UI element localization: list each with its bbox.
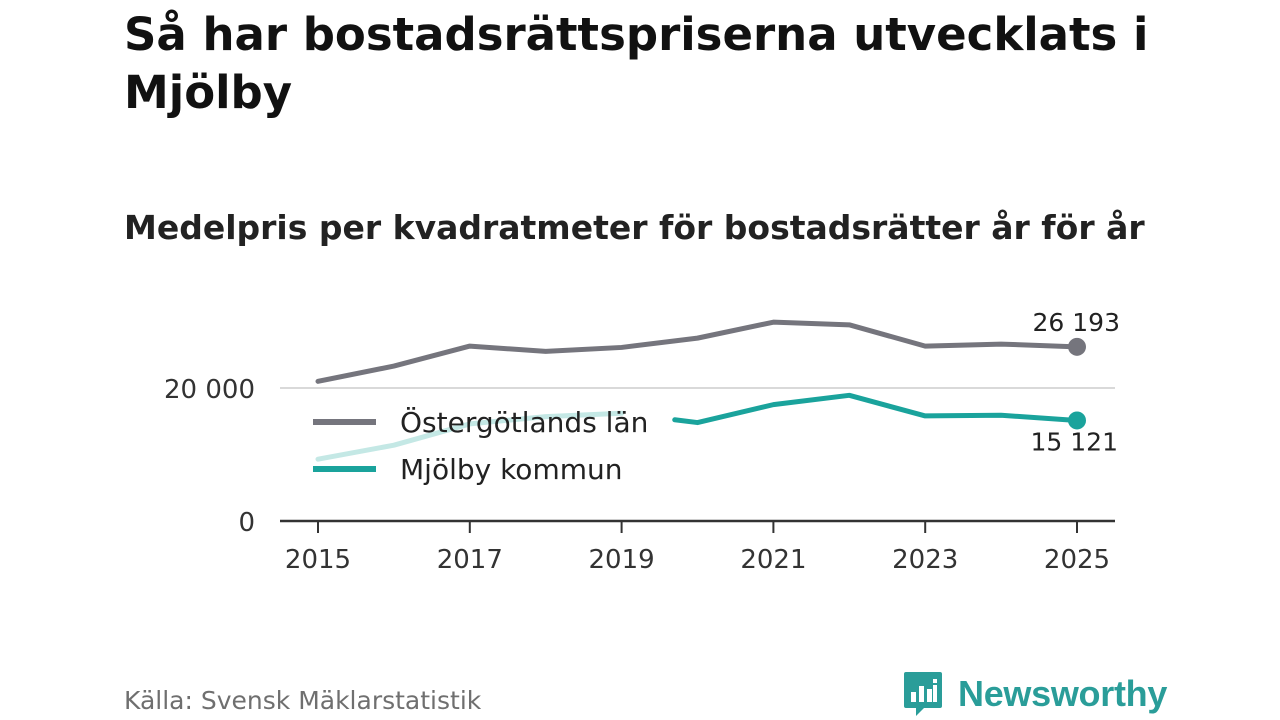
newsworthy-logo-icon	[904, 672, 942, 716]
x-tick-label: 2023	[892, 545, 958, 575]
x-tick-label: 2019	[589, 545, 655, 575]
legend-label: Östergötlands län	[400, 405, 648, 439]
series-line-mjolby-faded	[315, 410, 625, 462]
chart-title: Så har bostadsrättspriserna utvecklats i…	[124, 8, 1149, 119]
source-note: Källa: Svensk Mäklarstatistik	[124, 686, 482, 715]
series-line-mjolby-kommun	[672, 392, 1080, 426]
end-label-ostergotlands-lan: 26 193	[1033, 308, 1120, 337]
end-point-ostergotlands-lan	[1068, 337, 1086, 356]
brand: Newsworthy	[902, 670, 1167, 718]
brand-name: Newsworthy	[958, 673, 1168, 714]
end-label-mjolby-kommun: 15 121	[1031, 427, 1118, 456]
chart-subtitle: Medelpris per kvadratmeter för bostadsrä…	[124, 208, 1145, 247]
legend-label: Mjölby kommun	[400, 453, 622, 486]
x-tick-label: 2025	[1044, 545, 1110, 575]
y-tick-label: 20 000	[164, 375, 255, 405]
y-tick-label: 0	[238, 508, 255, 538]
x-tick-label: 2021	[740, 545, 806, 575]
end-point-mjolby-kommun	[1068, 411, 1086, 430]
series-line-ostergotlands-lan	[315, 319, 1080, 384]
x-tick-label: 2015	[285, 545, 351, 575]
x-tick-label: 2017	[437, 545, 503, 575]
